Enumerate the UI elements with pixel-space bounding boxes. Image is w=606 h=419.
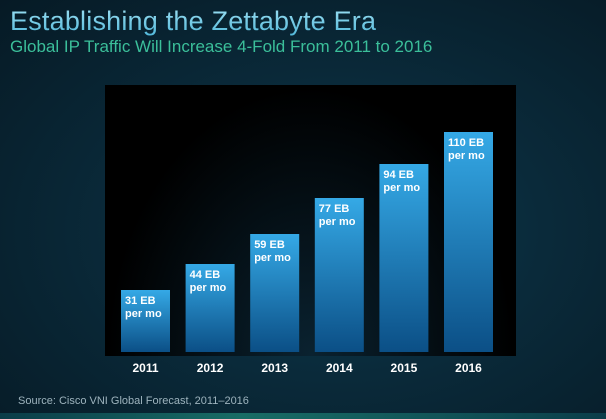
data-label-2014-line2: per mo: [319, 216, 356, 228]
data-label-2016-line2: per mo: [448, 150, 485, 162]
plot-panel: 31 EB per mo 44 EB per mo 59 EB per mo 77 EB pe…: [105, 85, 516, 356]
x-tick-2012: 2012: [197, 361, 224, 375]
x-tick-2016: 2016: [455, 361, 482, 375]
x-tick-2013: 2013: [261, 361, 288, 375]
bar-2011: [121, 290, 170, 352]
data-label-2016-line1: 110 EB: [448, 137, 484, 149]
x-tick-2011: 2011: [132, 361, 158, 375]
data-label-2013-line1: 59 EB: [254, 239, 285, 251]
x-axis: 2011 2012 2013 2014 2015 2016: [132, 361, 482, 375]
bar-2014: [314, 198, 364, 352]
data-label-2015-line1: 94 EB: [383, 169, 414, 181]
x-tick-2014: 2014: [326, 361, 353, 375]
footer-band: [0, 413, 606, 419]
data-label-2011-line1: 31 EB: [125, 295, 156, 307]
slide-subtitle: Global IP Traffic Will Increase 4-Fold F…: [10, 37, 433, 56]
data-label-2012-line2: per mo: [190, 282, 227, 294]
bar-2016: [444, 132, 493, 352]
data-label-2014-line1: 77 EB: [319, 203, 350, 215]
data-label-2012-line1: 44 EB: [190, 269, 221, 281]
bar-2013: [250, 234, 300, 352]
data-label-2013-line2: per mo: [254, 252, 291, 264]
data-label-2011-line2: per mo: [125, 308, 162, 320]
slide-title: Establishing the Zettabyte Era: [10, 6, 377, 36]
bars-layer: [121, 132, 493, 352]
data-label-2015-line2: per mo: [383, 182, 420, 194]
bar-2015: [379, 164, 429, 352]
source-note: Source: Cisco VNI Global Forecast, 2011–…: [18, 395, 249, 407]
bar-2012: [185, 264, 235, 352]
x-tick-2015: 2015: [391, 361, 418, 375]
